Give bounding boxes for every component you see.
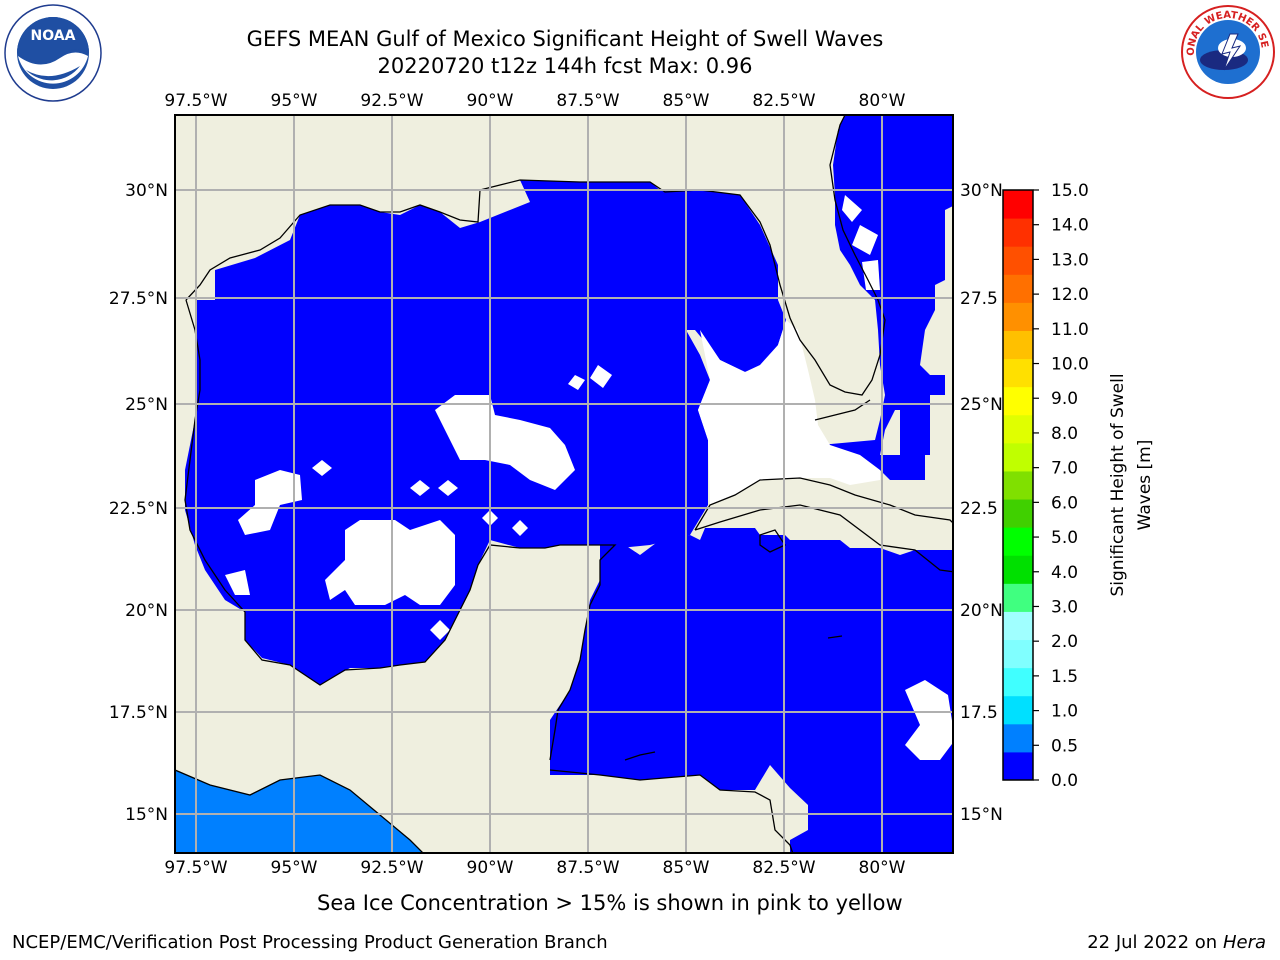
- graticule: [175, 115, 953, 853]
- lon-label-top: 95°W: [271, 91, 318, 111]
- lon-label-top: 92.5°W: [360, 91, 423, 111]
- lat-labels-right: 30°N 27.5 25°N 22.5 20°N 17.5 15°N: [960, 181, 1003, 825]
- colorbar-segment: [1003, 190, 1033, 219]
- colorbar-segment: [1003, 246, 1033, 275]
- colorbar-label-line1: Significant Height of Swell: [1108, 373, 1128, 596]
- lon-label-bottom: 87.5°W: [556, 858, 619, 878]
- national-weather-service-logo: NATIONAL WEATHER SERVICE: [1180, 4, 1275, 99]
- lon-label-bottom: 80°W: [859, 858, 906, 878]
- colorbar-tick-label: 6.0: [1051, 493, 1078, 513]
- colorbar-segment: [1003, 499, 1033, 528]
- lon-label-bottom: 95°W: [271, 858, 318, 878]
- colorbar-segment: [1003, 611, 1033, 641]
- map-subtitle: 20220720 t12z 144h fcst Max: 0.96: [377, 54, 753, 78]
- lat-label-left: 17.5°N: [109, 703, 168, 723]
- colorbar-tick-label: 5.0: [1051, 528, 1078, 548]
- colorbar-segment: [1003, 274, 1033, 303]
- colorbar-segment: [1003, 639, 1033, 669]
- colorbar-segment: [1003, 470, 1033, 500]
- colorbar-segment: [1003, 527, 1033, 556]
- footer-credit: NCEP/EMC/Verification Post Processing Pr…: [12, 932, 608, 953]
- sea-ice-note: Sea Ice Concentration > 15% is shown in …: [317, 891, 903, 915]
- colorbar-segment: [1003, 442, 1033, 472]
- colorbar-tick-label: 2.0: [1051, 632, 1078, 652]
- colorbar-tick-label: 13.0: [1051, 250, 1089, 270]
- lon-label-bottom: 85°W: [663, 858, 710, 878]
- lon-label-bottom: 97.5°W: [164, 858, 227, 878]
- lat-label-right: 25°N: [960, 395, 1003, 415]
- colorbar-segment: [1003, 358, 1033, 388]
- colorbar-tick-label: 15.0: [1051, 181, 1089, 201]
- colorbar-tick-label: 9.0: [1051, 389, 1078, 409]
- colorbar-segment: [1003, 583, 1033, 612]
- lat-label-right: 27.5: [960, 289, 998, 309]
- swell-region-bahamas: [900, 395, 930, 455]
- colorbar-segment: [1003, 555, 1033, 584]
- lat-label-left: 15°N: [125, 805, 168, 825]
- map-frame: [174, 114, 954, 854]
- colorbar-tick-label: 7.0: [1051, 459, 1078, 479]
- colorbar-tick-label: 8.0: [1051, 424, 1078, 444]
- footer-date: 22 Jul 2022 on Hera: [1087, 932, 1266, 953]
- colorbar-segment: [1003, 723, 1033, 753]
- lon-label-top: 80°W: [859, 91, 906, 111]
- colorbar-tick-label: 12.0: [1051, 285, 1089, 305]
- colorbar-tick-label: 14.0: [1051, 216, 1089, 236]
- footer-host: Hera: [1222, 932, 1266, 953]
- colorbar-segment: [1003, 667, 1033, 697]
- lon-label-bottom: 82.5°W: [752, 858, 815, 878]
- lon-label-bottom: 92.5°W: [360, 858, 423, 878]
- lon-label-top: 82.5°W: [752, 91, 815, 111]
- lat-label-right: 22.5: [960, 499, 998, 519]
- lat-label-right: 30°N: [960, 181, 1003, 201]
- swell-region-pacific: [175, 770, 423, 853]
- footer-date-text: 22 Jul 2022 on: [1087, 932, 1223, 953]
- colorbar-tick-label: 10.0: [1051, 355, 1089, 375]
- colorbar-segment: [1003, 330, 1033, 360]
- colorbar-tick-label: 1.0: [1051, 702, 1078, 722]
- coastlines: [175, 115, 953, 853]
- noaa-logo: NOAA: [4, 4, 102, 102]
- map-area: [175, 115, 953, 853]
- lon-label-bottom: 90°W: [467, 858, 514, 878]
- lat-label-left: 30°N: [125, 181, 168, 201]
- lat-label-right: 17.5: [960, 703, 998, 723]
- colorbar-label-line2: Waves [m]: [1135, 440, 1155, 531]
- lat-label-left: 27.5°N: [109, 289, 168, 309]
- colorbar-tick-label: 0.0: [1051, 771, 1078, 791]
- lat-label-right: 20°N: [960, 601, 1003, 621]
- colorbar-tick-label: 0.5: [1051, 736, 1078, 756]
- lat-label-left: 25°N: [125, 395, 168, 415]
- colorbar-tick-label: 4.0: [1051, 563, 1078, 583]
- colorbar: 15.0 14.0 13.0 12.0 11.0 10.0 9.0 8.0 7.0 6.0 5.0 4…: [1002, 181, 1089, 791]
- colorbar-segment: [1003, 386, 1033, 416]
- colorbar-segment: [1003, 414, 1033, 444]
- lon-label-top: 85°W: [663, 91, 710, 111]
- lon-labels-top: 97.5°W 95°W 92.5°W 90°W 87.5°W 85°W 82.5°W 80°W: [164, 91, 905, 111]
- no-data-patches: [225, 195, 953, 760]
- lat-label-right: 15°N: [960, 805, 1003, 825]
- lon-label-top: 90°W: [467, 91, 514, 111]
- map-title: GEFS MEAN Gulf of Mexico Significant Hei…: [246, 27, 884, 51]
- lon-label-top: 87.5°W: [556, 91, 619, 111]
- lat-label-left: 20°N: [125, 601, 168, 621]
- lat-labels-left: 30°N 27.5°N 25°N 22.5°N 20°N 17.5°N 15°N: [109, 181, 168, 825]
- colorbar-segment: [1003, 302, 1033, 331]
- lat-label-left: 22.5°N: [109, 499, 168, 519]
- colorbar-segment: [1003, 695, 1033, 725]
- colorbar-tick-label: 3.0: [1051, 597, 1078, 617]
- colorbar-tick-label: 11.0: [1051, 320, 1089, 340]
- colorbar-segment: [1003, 751, 1033, 781]
- colorbar-tick-label: 1.5: [1051, 667, 1078, 687]
- noaa-logo-text: NOAA: [31, 28, 76, 44]
- lon-labels-bottom: 97.5°W 95°W 92.5°W 90°W 87.5°W 85°W 82.5°W 80°W: [164, 858, 905, 878]
- colorbar-segment: [1003, 218, 1033, 247]
- colorbar-frame: [1002, 189, 1034, 781]
- lon-label-top: 97.5°W: [164, 91, 227, 111]
